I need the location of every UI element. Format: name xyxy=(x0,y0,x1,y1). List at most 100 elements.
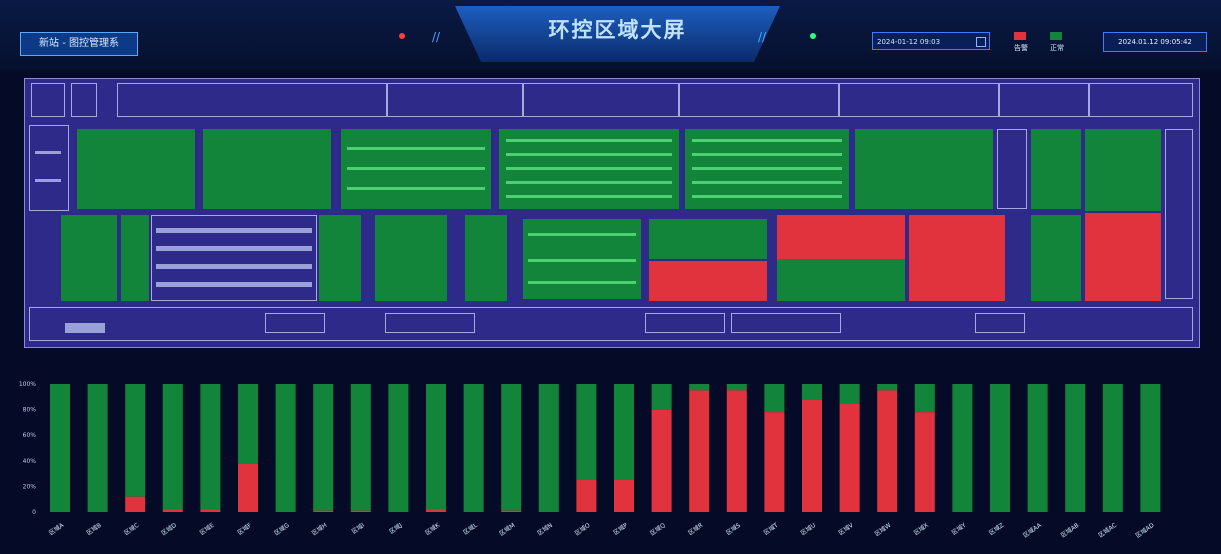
bar-normal[interactable] xyxy=(914,384,935,413)
bar-alarm[interactable] xyxy=(877,390,898,512)
map-zone[interactable] xyxy=(1085,129,1161,211)
bar-alarm[interactable] xyxy=(651,409,672,512)
bar-alarm[interactable] xyxy=(238,463,258,512)
bar-normal[interactable] xyxy=(538,384,559,512)
bar-alarm[interactable] xyxy=(162,509,183,512)
bar-normal[interactable] xyxy=(952,384,973,512)
map-equipment[interactable] xyxy=(65,323,105,333)
map-equipment[interactable] xyxy=(385,313,475,333)
bar-normal[interactable] xyxy=(1027,384,1048,512)
map-equipment[interactable] xyxy=(645,313,725,333)
calendar-icon[interactable] xyxy=(976,37,986,47)
bar-alarm[interactable] xyxy=(501,510,522,512)
x-tick-label: 区域B xyxy=(85,521,103,537)
map-room[interactable] xyxy=(999,83,1089,117)
map-room[interactable] xyxy=(71,83,97,117)
map-room[interactable] xyxy=(31,83,65,117)
map-equipment[interactable] xyxy=(265,313,325,333)
map-zone[interactable] xyxy=(319,215,361,301)
x-tick-label: 区域U xyxy=(799,521,817,537)
bar-alarm[interactable] xyxy=(576,480,597,512)
map-zone[interactable] xyxy=(203,129,331,209)
datetime-picker-input[interactable]: 2024-01-12 09:03 xyxy=(872,32,990,50)
map-room[interactable] xyxy=(1089,83,1193,117)
bar-normal[interactable] xyxy=(990,384,1010,512)
bar-alarm[interactable] xyxy=(200,509,221,512)
bar-normal[interactable] xyxy=(238,384,258,464)
bar-normal[interactable] xyxy=(726,384,747,391)
bar-normal[interactable] xyxy=(313,384,334,511)
bar-alarm[interactable] xyxy=(839,403,860,512)
bar-alarm[interactable] xyxy=(764,412,785,512)
map-equipment[interactable] xyxy=(731,313,841,333)
map-room[interactable] xyxy=(679,83,839,117)
map-zone[interactable] xyxy=(1031,215,1081,301)
map-room[interactable] xyxy=(839,83,999,117)
map-room[interactable] xyxy=(151,215,317,301)
map-zone[interactable] xyxy=(465,215,507,301)
bar-normal[interactable] xyxy=(1065,384,1086,512)
map-room[interactable] xyxy=(997,129,1027,209)
bar-normal[interactable] xyxy=(275,384,296,512)
bar-normal[interactable] xyxy=(651,384,672,410)
bar-normal[interactable] xyxy=(426,384,446,510)
map-zone-alarm[interactable] xyxy=(649,261,767,301)
map-room[interactable] xyxy=(523,83,679,117)
bar-normal[interactable] xyxy=(576,384,597,480)
bar-alarm[interactable] xyxy=(350,510,371,512)
bar-alarm[interactable] xyxy=(689,390,710,512)
map-zone[interactable] xyxy=(523,219,641,299)
map-zone[interactable] xyxy=(855,129,993,209)
map-pipe xyxy=(35,179,61,182)
bar-normal[interactable] xyxy=(839,384,860,404)
bar-normal[interactable] xyxy=(200,384,221,510)
y-tick-label: 60% xyxy=(23,432,37,439)
bar-normal[interactable] xyxy=(764,384,785,413)
x-tick-label: 区域E xyxy=(198,521,216,537)
bar-alarm[interactable] xyxy=(313,510,334,512)
bar-normal[interactable] xyxy=(388,384,409,512)
bar-alarm[interactable] xyxy=(914,412,935,512)
map-zone-alarm[interactable] xyxy=(777,215,905,259)
map-zone[interactable] xyxy=(77,129,195,209)
bar-normal[interactable] xyxy=(1102,384,1123,512)
bar-normal[interactable] xyxy=(50,384,70,512)
x-tick-label: 区域F xyxy=(236,521,254,537)
bar-normal[interactable] xyxy=(501,384,522,511)
map-zone[interactable] xyxy=(1031,129,1081,209)
bar-alarm[interactable] xyxy=(614,480,634,512)
bar-normal[interactable] xyxy=(689,384,710,391)
bar-normal[interactable] xyxy=(877,384,898,391)
map-zone[interactable] xyxy=(649,219,767,259)
map-zone[interactable] xyxy=(121,215,149,301)
map-zone[interactable] xyxy=(341,129,491,209)
bar-normal[interactable] xyxy=(162,384,183,510)
x-tick-label: 区域AA xyxy=(1021,521,1043,540)
map-zone[interactable] xyxy=(777,259,905,301)
bar-alarm[interactable] xyxy=(726,390,747,512)
y-tick-label: 40% xyxy=(23,458,37,465)
bar-normal[interactable] xyxy=(350,384,371,511)
map-room[interactable] xyxy=(29,125,69,211)
bar-normal[interactable] xyxy=(614,384,634,480)
bar-normal[interactable] xyxy=(802,384,822,400)
map-zone[interactable] xyxy=(685,129,849,209)
map-zone[interactable] xyxy=(499,129,679,209)
map-equipment[interactable] xyxy=(975,313,1025,333)
map-room[interactable] xyxy=(117,83,387,117)
map-zone-alarm[interactable] xyxy=(1085,213,1161,301)
bar-normal[interactable] xyxy=(125,384,146,497)
bar-alarm[interactable] xyxy=(426,509,446,512)
bar-normal[interactable] xyxy=(1140,384,1161,512)
bar-normal[interactable] xyxy=(87,384,108,512)
map-room[interactable] xyxy=(1165,129,1193,299)
map-zone-alarm[interactable] xyxy=(909,215,1005,301)
bar-normal[interactable] xyxy=(463,384,484,512)
map-room[interactable] xyxy=(387,83,523,117)
map-zone[interactable] xyxy=(375,215,447,301)
map-zone[interactable] xyxy=(61,215,117,301)
back-button[interactable]: 新站 - 图控管理系 xyxy=(20,32,138,56)
bar-alarm[interactable] xyxy=(125,496,146,512)
x-tick-label: 区域X xyxy=(912,521,930,537)
bar-alarm[interactable] xyxy=(802,399,822,512)
